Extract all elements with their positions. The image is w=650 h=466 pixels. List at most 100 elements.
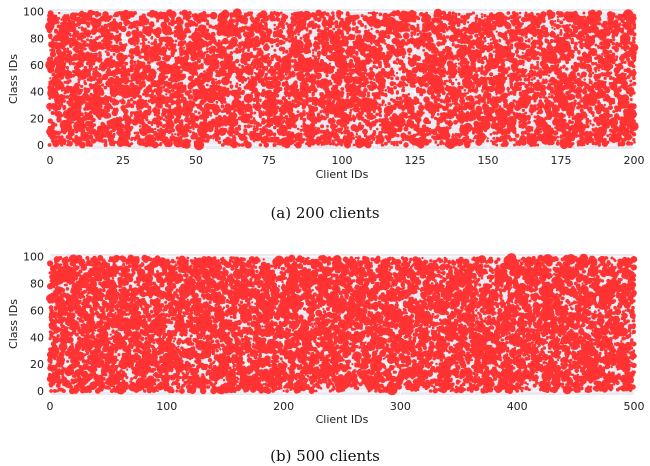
data-point (129, 11, 133, 15)
data-point (253, 122, 256, 125)
data-point (77, 105, 82, 110)
data-point (271, 124, 273, 126)
data-point (384, 13, 387, 16)
data-point (72, 44, 75, 47)
data-point (195, 28, 198, 31)
data-point (208, 72, 213, 77)
data-point (50, 51, 56, 57)
data-point (201, 100, 203, 102)
data-point (55, 29, 58, 32)
data-point (316, 127, 320, 131)
data-point (183, 46, 185, 48)
data-point (289, 138, 291, 140)
data-point (393, 144, 396, 147)
data-point (401, 75, 407, 81)
data-point (241, 29, 245, 33)
data-point (198, 58, 201, 61)
data-point (165, 93, 167, 95)
data-point (203, 130, 205, 132)
data-point (329, 98, 332, 101)
data-point (89, 143, 93, 147)
data-point (153, 138, 156, 141)
data-point (352, 114, 354, 116)
data-point (326, 116, 329, 119)
data-point (186, 51, 188, 53)
data-point (86, 38, 89, 41)
data-point (47, 28, 53, 34)
data-point (308, 30, 312, 34)
data-point (329, 70, 333, 74)
data-point (335, 92, 338, 95)
data-point (408, 53, 411, 56)
data-point (215, 79, 217, 81)
data-point (130, 55, 135, 60)
data-point (379, 89, 382, 92)
data-point (250, 52, 253, 55)
data-point (247, 58, 250, 61)
data-point (247, 101, 249, 103)
data-point (318, 57, 320, 59)
data-point (153, 71, 157, 75)
data-point (149, 21, 154, 26)
data-point (90, 36, 92, 38)
data-point (294, 36, 296, 38)
data-point (74, 30, 79, 35)
data-point (202, 11, 206, 15)
data-point (174, 21, 176, 23)
data-point (395, 76, 399, 80)
data-point (319, 110, 322, 113)
data-point (171, 32, 174, 35)
data-point (133, 77, 136, 80)
data-point (363, 88, 368, 93)
data-point (115, 102, 118, 105)
data-point (338, 16, 341, 19)
data-point (200, 38, 203, 41)
data-point (325, 74, 328, 77)
data-point (68, 51, 72, 55)
data-point (368, 29, 370, 31)
data-point (265, 26, 268, 29)
data-point (402, 84, 405, 87)
data-point (124, 62, 128, 66)
data-point (302, 138, 305, 141)
data-point (115, 86, 118, 89)
data-point (148, 45, 151, 48)
data-point (235, 76, 237, 78)
data-point (396, 90, 399, 93)
data-point (281, 21, 284, 24)
data-point (350, 73, 353, 76)
data-point (69, 135, 72, 138)
data-point (212, 81, 215, 84)
data-point (380, 81, 385, 86)
data-point (69, 35, 71, 37)
data-point (110, 33, 113, 36)
data-point (273, 49, 276, 52)
data-point (245, 142, 252, 149)
data-point (378, 62, 382, 66)
data-point (86, 34, 90, 38)
data-point (379, 13, 383, 17)
data-point (314, 126, 316, 128)
data-point (130, 138, 133, 141)
data-point (66, 66, 69, 69)
data-point (230, 84, 234, 88)
data-point (163, 124, 165, 126)
data-point (188, 140, 191, 143)
data-point (331, 11, 335, 15)
data-point (300, 50, 303, 53)
data-point (297, 128, 299, 130)
data-point (340, 141, 343, 144)
data-point (320, 124, 324, 128)
data-point (200, 95, 204, 99)
data-point (221, 133, 224, 136)
data-point (367, 100, 370, 103)
data-point (98, 117, 101, 120)
data-point (349, 112, 352, 115)
data-point (273, 24, 276, 27)
data-point (275, 12, 280, 17)
data-point (313, 130, 317, 134)
data-point (329, 142, 333, 146)
data-point (302, 106, 306, 110)
data-point (96, 57, 102, 63)
data-point (388, 102, 391, 105)
